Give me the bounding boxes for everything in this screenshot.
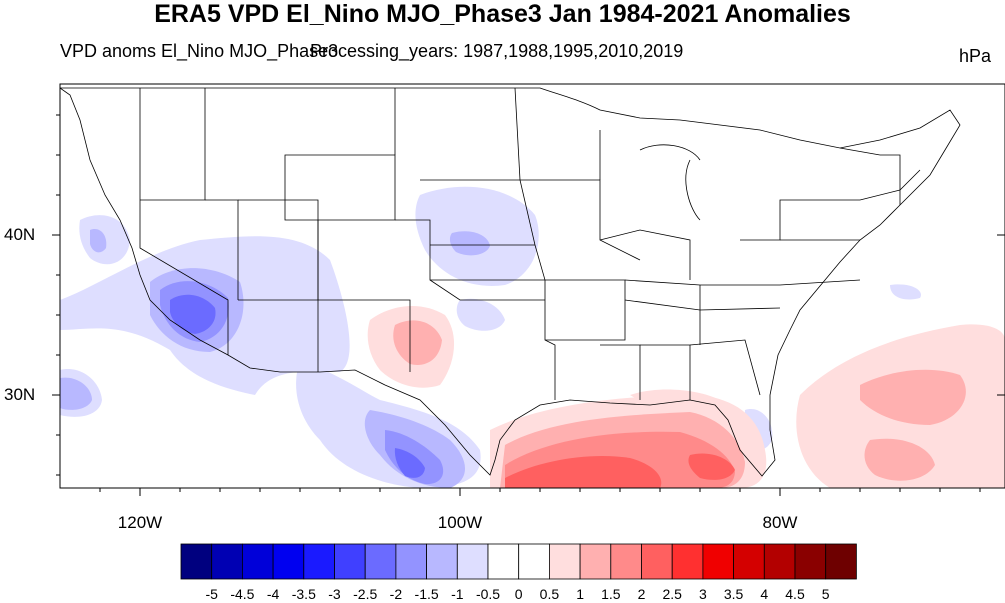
colorbar-swatch: [364, 543, 397, 580]
colorbar-tick-label: -1: [451, 586, 464, 602]
colorbar-swatch: [211, 543, 243, 580]
colorbar-tick-label: -5: [205, 586, 218, 602]
colorbar-swatch: [794, 543, 827, 580]
chart-title: ERA5 VPD El_Nino MJO_Phase3 Jan 1984-202…: [154, 0, 851, 28]
lon-label: 80W: [762, 513, 798, 532]
colorbar-tick-label: -1.5: [414, 586, 439, 602]
boundaries: [60, 87, 961, 477]
colorbar-tick-label: -2: [389, 586, 403, 602]
colorbar-swatch: [487, 543, 520, 580]
colorbar-swatch: [426, 543, 458, 580]
colorbar-swatch: [272, 543, 305, 580]
colorbar-swatch: [518, 543, 550, 580]
subtitle-left: VPD anoms El_Nino MJO_Phase3: [60, 41, 339, 61]
colorbar-tick-label: -3.5: [291, 586, 316, 602]
colorbar-tick-label: 4.5: [785, 586, 805, 602]
anomaly-field: [60, 186, 1005, 488]
lat-label: 30N: [4, 385, 36, 404]
colorbar-tick-label: 1: [576, 586, 584, 602]
subtitle-center: Processing_years: 1987,1988,1995,2010,20…: [310, 41, 684, 61]
colorbar-swatch: [241, 543, 274, 580]
colorbar-tick-label: 2: [637, 586, 646, 602]
colorbar-swatch: [334, 543, 366, 580]
colorbar-tick-label: 1.5: [601, 586, 621, 602]
colorbar-swatch: [825, 543, 857, 580]
colorbar-tick-label: 2.5: [662, 586, 682, 602]
colorbar-tick-label: -4.5: [230, 586, 255, 602]
colorbar-tick-label: -3: [328, 586, 341, 602]
colorbar-tick-label: 3.5: [723, 586, 744, 602]
colorbar-swatch: [763, 543, 796, 580]
colorbar-tick-label: 4: [760, 586, 769, 602]
lat-label: 40N: [4, 225, 36, 244]
colorbar-tick-label: 3: [698, 586, 707, 602]
colorbar-swatch: [303, 543, 335, 580]
colorbar-swatch: [395, 543, 427, 580]
colorbar-tick-label: 0.5: [539, 586, 560, 602]
colorbar: [180, 543, 857, 580]
colorbar-tick-label: -2.5: [353, 586, 378, 602]
colorbar-swatch: [671, 543, 704, 580]
lon-label: 100W: [437, 513, 483, 532]
map-frame: [59, 83, 1005, 489]
colorbar-tick-label: 0: [514, 586, 523, 602]
lon-label: 120W: [117, 513, 163, 532]
colorbar-swatch: [549, 543, 581, 580]
colorbar-swatch: [702, 543, 735, 580]
colorbar-tick-label: -0.5: [475, 586, 501, 602]
colorbar-swatch: [610, 543, 642, 580]
colorbar-swatch: [579, 543, 612, 580]
colorbar-swatch: [180, 543, 213, 580]
axis-ticks: [52, 114, 1005, 496]
colorbar-swatch: [641, 543, 673, 580]
colorbar-swatch: [456, 543, 489, 580]
colorbar-tick-label: -4: [266, 586, 280, 602]
colorbar-swatch: [733, 543, 765, 580]
colorbar-tick-label: 5: [821, 586, 830, 602]
units-label: hPa: [958, 46, 991, 66]
